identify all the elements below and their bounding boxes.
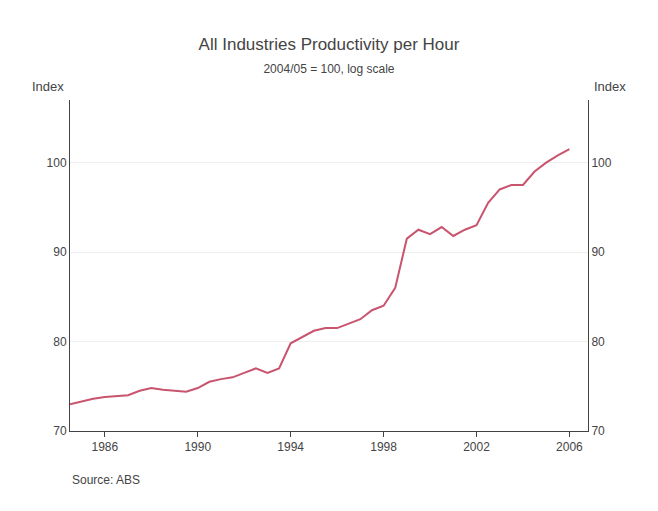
svg-text:100: 100 xyxy=(591,156,611,170)
svg-text:All Industries Productivity pe: All Industries Productivity per Hour xyxy=(199,35,460,54)
svg-text:1998: 1998 xyxy=(370,440,397,454)
svg-text:2002: 2002 xyxy=(463,440,490,454)
svg-text:70: 70 xyxy=(53,424,67,438)
svg-text:80: 80 xyxy=(591,335,605,349)
svg-text:1994: 1994 xyxy=(277,440,304,454)
svg-text:Index: Index xyxy=(32,79,64,94)
svg-text:2006: 2006 xyxy=(556,440,583,454)
svg-text:100: 100 xyxy=(47,156,67,170)
svg-text:Index: Index xyxy=(594,79,626,94)
svg-text:80: 80 xyxy=(53,335,67,349)
svg-text:Source: ABS: Source: ABS xyxy=(72,473,140,487)
svg-text:90: 90 xyxy=(591,245,605,259)
svg-text:70: 70 xyxy=(591,424,605,438)
svg-text:1990: 1990 xyxy=(184,440,211,454)
svg-text:1986: 1986 xyxy=(91,440,118,454)
svg-text:2004/05 = 100, log scale: 2004/05 = 100, log scale xyxy=(263,62,394,76)
svg-text:90: 90 xyxy=(53,245,67,259)
